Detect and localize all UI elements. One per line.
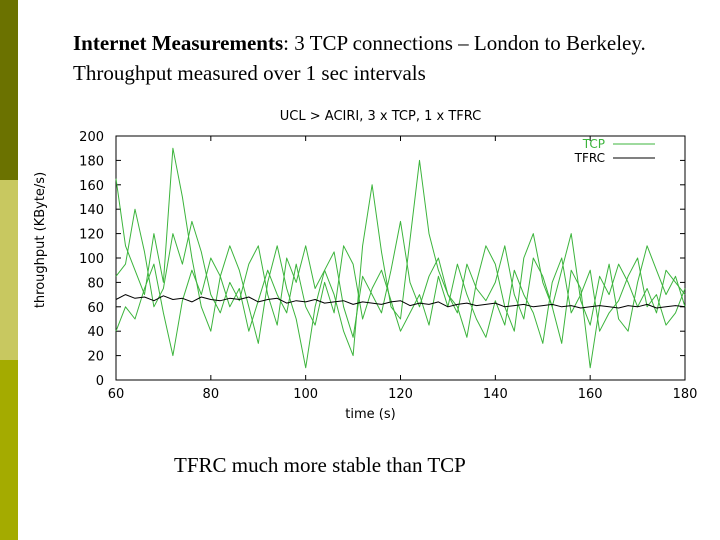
y-tick-label: 140 bbox=[79, 203, 104, 218]
legend-label: TFRC bbox=[574, 151, 605, 165]
plot-frame bbox=[115, 135, 686, 381]
y-tick-label: 100 bbox=[79, 252, 104, 267]
y-tick-label: 180 bbox=[79, 154, 104, 169]
legend-label: TCP bbox=[582, 137, 605, 151]
accent-bar bbox=[0, 0, 18, 540]
tcp-series-line-1 bbox=[115, 147, 686, 369]
x-axis-label: time (s) bbox=[345, 407, 395, 422]
y-tick-label: 120 bbox=[79, 228, 104, 243]
slide-title-bold: Internet Measurements bbox=[73, 31, 284, 55]
x-tick-label: 120 bbox=[388, 387, 413, 402]
y-tick-label: 60 bbox=[87, 301, 104, 316]
x-tick-label: 60 bbox=[108, 387, 125, 402]
throughput-chart: UCL > ACIRI, 3 x TCP, 1 x TFRC 0 20 40 60 80 1… bbox=[33, 109, 697, 422]
y-axis-label: throughput (KByte/s) bbox=[33, 172, 48, 308]
x-tick-label: 160 bbox=[578, 387, 603, 402]
accent-band-bottom bbox=[0, 360, 18, 540]
tcp-series-line-2 bbox=[115, 208, 686, 338]
plot-layer: UCL > ACIRI, 3 x TCP, 1 x TFRC 0 20 40 60 80 1… bbox=[33, 109, 697, 422]
tcp-series-line-3 bbox=[115, 245, 686, 357]
slide-title-rest: : 3 TCP connections – London to Berkeley… bbox=[73, 31, 646, 85]
y-tick-label: 40 bbox=[87, 325, 104, 340]
y-tick-label: 200 bbox=[79, 130, 104, 145]
x-tick-label: 140 bbox=[483, 387, 508, 402]
tfrc-series-line bbox=[115, 294, 686, 309]
slide-caption: TFRC much more stable than TCP bbox=[174, 453, 466, 477]
accent-band-middle bbox=[0, 180, 18, 360]
accent-band-top bbox=[0, 0, 18, 180]
y-tick-label: 80 bbox=[87, 276, 104, 291]
y-tick-label: 0 bbox=[96, 374, 104, 389]
x-tick-label: 180 bbox=[673, 387, 698, 402]
chart-title: UCL > ACIRI, 3 x TCP, 1 x TFRC bbox=[280, 109, 481, 124]
y-tick-label: 160 bbox=[79, 179, 104, 194]
x-tick-label: 80 bbox=[203, 387, 220, 402]
slide-title: Internet Measurements: 3 TCP connections… bbox=[73, 28, 693, 88]
x-tick-label: 100 bbox=[293, 387, 318, 402]
y-tick-label: 20 bbox=[87, 350, 104, 365]
